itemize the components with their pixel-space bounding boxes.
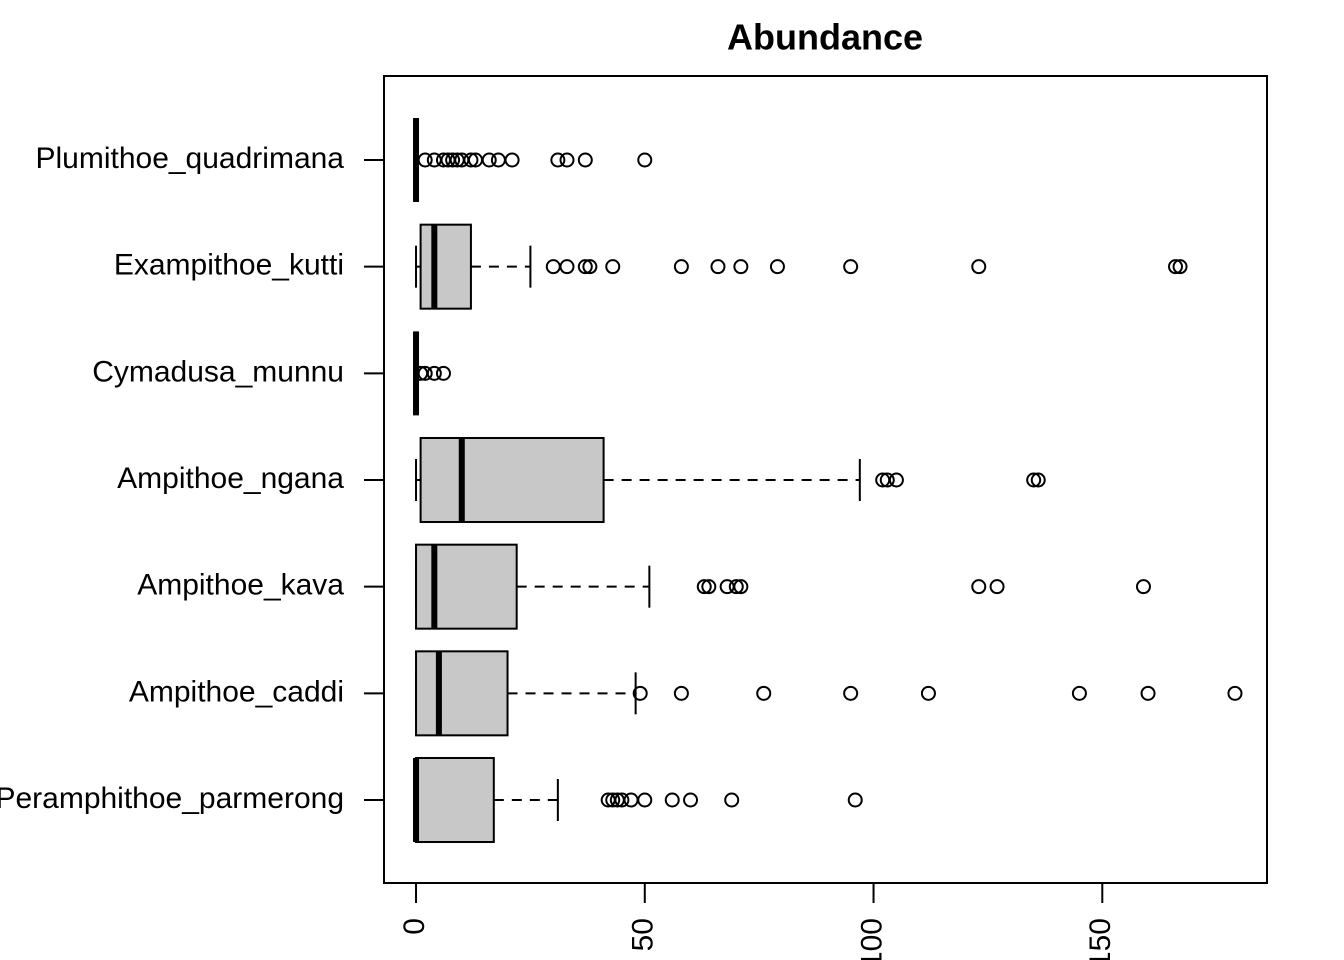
box <box>415 757 495 843</box>
outlier <box>683 792 699 808</box>
box <box>419 223 472 310</box>
outlier <box>417 365 433 381</box>
y-tick-label: Plumithoe_quadrimana <box>35 142 344 175</box>
outlier <box>481 152 497 168</box>
outlier <box>673 259 689 275</box>
chart-title: Abundance <box>727 17 923 58</box>
outlier <box>888 472 904 488</box>
outlier <box>582 259 598 275</box>
outlier <box>664 792 680 808</box>
outlier <box>1030 472 1046 488</box>
outlier <box>632 685 648 701</box>
outlier <box>843 259 859 275</box>
y-tick-label: Exampithoe_kutti <box>114 249 344 282</box>
outlier <box>673 685 689 701</box>
box <box>415 543 518 630</box>
outlier <box>710 259 726 275</box>
outlier <box>728 579 744 595</box>
outlier <box>756 685 772 701</box>
y-tick-label: Ampithoe_ngana <box>117 462 344 495</box>
outlier <box>550 152 566 168</box>
y-tick-label: Cymadusa_munnu <box>92 355 344 388</box>
outlier <box>1135 579 1151 595</box>
outlier <box>971 579 987 595</box>
x-tick-label: 50 <box>627 918 660 951</box>
outlier <box>733 579 749 595</box>
x-tick-label: 150 <box>1084 918 1117 960</box>
outlier <box>445 152 461 168</box>
outlier <box>1140 685 1156 701</box>
outlier <box>504 152 520 168</box>
outlier <box>769 259 785 275</box>
outlier <box>879 472 895 488</box>
outlier <box>701 579 717 595</box>
outlier <box>605 792 621 808</box>
box <box>415 650 509 737</box>
outlier <box>426 365 442 381</box>
outlier <box>623 792 639 808</box>
outlier <box>696 579 712 595</box>
outlier <box>614 792 630 808</box>
outlier <box>1227 685 1243 701</box>
outlier <box>1071 685 1087 701</box>
outlier <box>463 152 479 168</box>
outlier <box>733 259 749 275</box>
outlier <box>847 792 863 808</box>
y-tick-label: Peramphithoe_parmerong <box>0 782 344 815</box>
outlier <box>724 792 740 808</box>
outlier <box>545 259 561 275</box>
outlier <box>637 792 653 808</box>
outlier <box>577 259 593 275</box>
y-tick-label: Ampithoe_caddi <box>129 675 344 708</box>
outlier <box>417 152 433 168</box>
x-tick-label: 100 <box>855 918 888 960</box>
outlier <box>1172 259 1188 275</box>
outlier <box>989 579 1005 595</box>
outlier <box>971 259 987 275</box>
outlier <box>605 259 621 275</box>
outlier <box>637 152 653 168</box>
outlier <box>1167 259 1183 275</box>
outlier <box>1026 472 1042 488</box>
outlier <box>920 685 936 701</box>
outlier <box>490 152 506 168</box>
outlier <box>843 685 859 701</box>
x-tick-label: 0 <box>398 918 431 935</box>
y-tick-label: Ampithoe_kava <box>137 569 344 602</box>
outlier <box>559 259 575 275</box>
outlier <box>435 365 451 381</box>
outlier <box>559 152 575 168</box>
outlier <box>577 152 593 168</box>
box <box>419 437 605 523</box>
